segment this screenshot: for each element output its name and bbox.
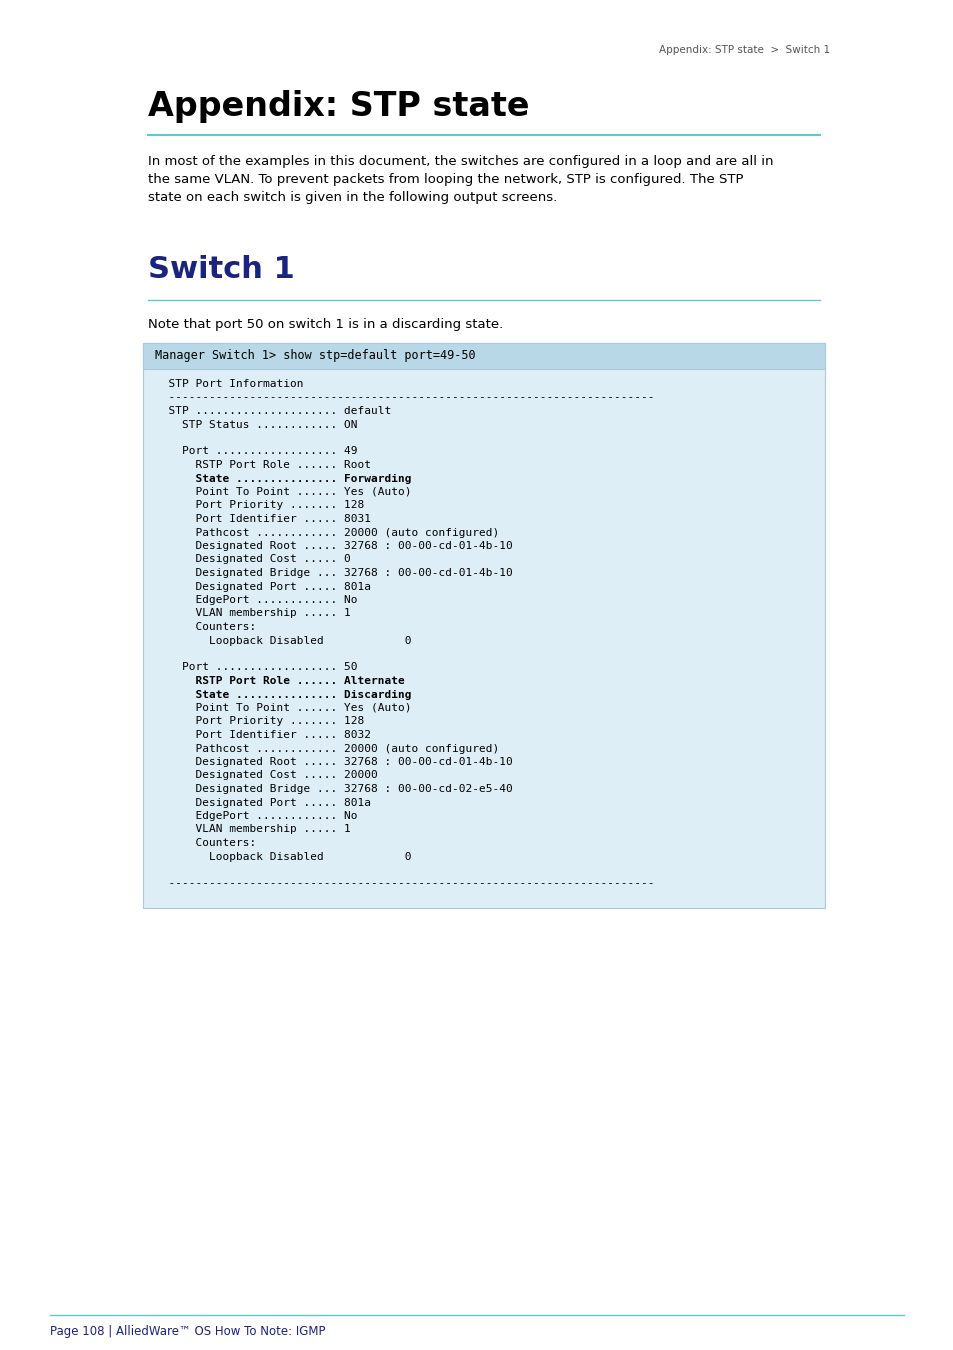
Text: the same VLAN. To prevent packets from looping the network, STP is configured. T: the same VLAN. To prevent packets from l… — [148, 173, 742, 186]
Text: State ............... Discarding: State ............... Discarding — [154, 690, 411, 699]
Bar — [143, 343, 824, 909]
Text: Port .................. 50: Port .................. 50 — [154, 663, 357, 672]
Text: Designated Root ..... 32768 : 00-00-cd-01-4b-10: Designated Root ..... 32768 : 00-00-cd-0… — [154, 757, 512, 767]
Text: STP ..................... default: STP ..................... default — [154, 406, 391, 416]
Text: VLAN membership ..... 1: VLAN membership ..... 1 — [154, 609, 351, 618]
Text: Designated Port ..... 801a: Designated Port ..... 801a — [154, 798, 371, 807]
Text: In most of the examples in this document, the switches are configured in a loop : In most of the examples in this document… — [148, 155, 773, 167]
Text: Port .................. 49: Port .................. 49 — [154, 447, 357, 456]
Text: Designated Root ..... 32768 : 00-00-cd-01-4b-10: Designated Root ..... 32768 : 00-00-cd-0… — [154, 541, 512, 551]
Text: Note that port 50 on switch 1 is in a discarding state.: Note that port 50 on switch 1 is in a di… — [148, 319, 503, 331]
Text: Pathcost ............ 20000 (auto configured): Pathcost ............ 20000 (auto config… — [154, 528, 498, 537]
Text: Loopback Disabled            0: Loopback Disabled 0 — [154, 636, 411, 645]
Text: Point To Point ...... Yes (Auto): Point To Point ...... Yes (Auto) — [154, 487, 411, 497]
Text: ------------------------------------------------------------------------: ----------------------------------------… — [154, 393, 654, 402]
Text: Port Priority ....... 128: Port Priority ....... 128 — [154, 717, 364, 726]
Text: RSTP Port Role ...... Alternate: RSTP Port Role ...... Alternate — [154, 676, 404, 686]
Text: ------------------------------------------------------------------------: ----------------------------------------… — [154, 879, 654, 888]
Text: EdgePort ............ No: EdgePort ............ No — [154, 811, 357, 821]
Text: EdgePort ............ No: EdgePort ............ No — [154, 595, 357, 605]
Text: Designated Cost ..... 0: Designated Cost ..... 0 — [154, 555, 351, 564]
Text: Appendix: STP state  >  Switch 1: Appendix: STP state > Switch 1 — [659, 45, 829, 55]
Text: state on each switch is given in the following output screens.: state on each switch is given in the fol… — [148, 190, 557, 204]
Text: Designated Cost ..... 20000: Designated Cost ..... 20000 — [154, 771, 377, 780]
Text: Designated Bridge ... 32768 : 00-00-cd-02-e5-40: Designated Bridge ... 32768 : 00-00-cd-0… — [154, 784, 512, 794]
Text: Page 108 | AlliedWare™ OS How To Note: IGMP: Page 108 | AlliedWare™ OS How To Note: I… — [50, 1324, 325, 1338]
Text: Designated Bridge ... 32768 : 00-00-cd-01-4b-10: Designated Bridge ... 32768 : 00-00-cd-0… — [154, 568, 512, 578]
Text: Point To Point ...... Yes (Auto): Point To Point ...... Yes (Auto) — [154, 703, 411, 713]
Text: VLAN membership ..... 1: VLAN membership ..... 1 — [154, 825, 351, 834]
Text: Port Identifier ..... 8031: Port Identifier ..... 8031 — [154, 514, 371, 524]
Text: Pathcost ............ 20000 (auto configured): Pathcost ............ 20000 (auto config… — [154, 744, 498, 753]
Text: Port Identifier ..... 8032: Port Identifier ..... 8032 — [154, 730, 371, 740]
Text: State ............... Forwarding: State ............... Forwarding — [154, 474, 411, 483]
Text: Appendix: STP state: Appendix: STP state — [148, 90, 529, 123]
Text: Switch 1: Switch 1 — [148, 255, 294, 284]
Text: STP Status ............ ON: STP Status ............ ON — [154, 420, 357, 429]
Bar — [143, 343, 824, 369]
Text: RSTP Port Role ...... Root: RSTP Port Role ...... Root — [154, 460, 371, 470]
Text: Designated Port ..... 801a: Designated Port ..... 801a — [154, 582, 371, 591]
Text: Port Priority ....... 128: Port Priority ....... 128 — [154, 501, 364, 510]
Text: Counters:: Counters: — [154, 838, 256, 848]
Text: STP Port Information: STP Port Information — [154, 379, 303, 389]
Text: Loopback Disabled            0: Loopback Disabled 0 — [154, 852, 411, 861]
Text: Counters:: Counters: — [154, 622, 256, 632]
Text: Manager Switch 1> show stp=default port=49-50: Manager Switch 1> show stp=default port=… — [154, 350, 476, 363]
